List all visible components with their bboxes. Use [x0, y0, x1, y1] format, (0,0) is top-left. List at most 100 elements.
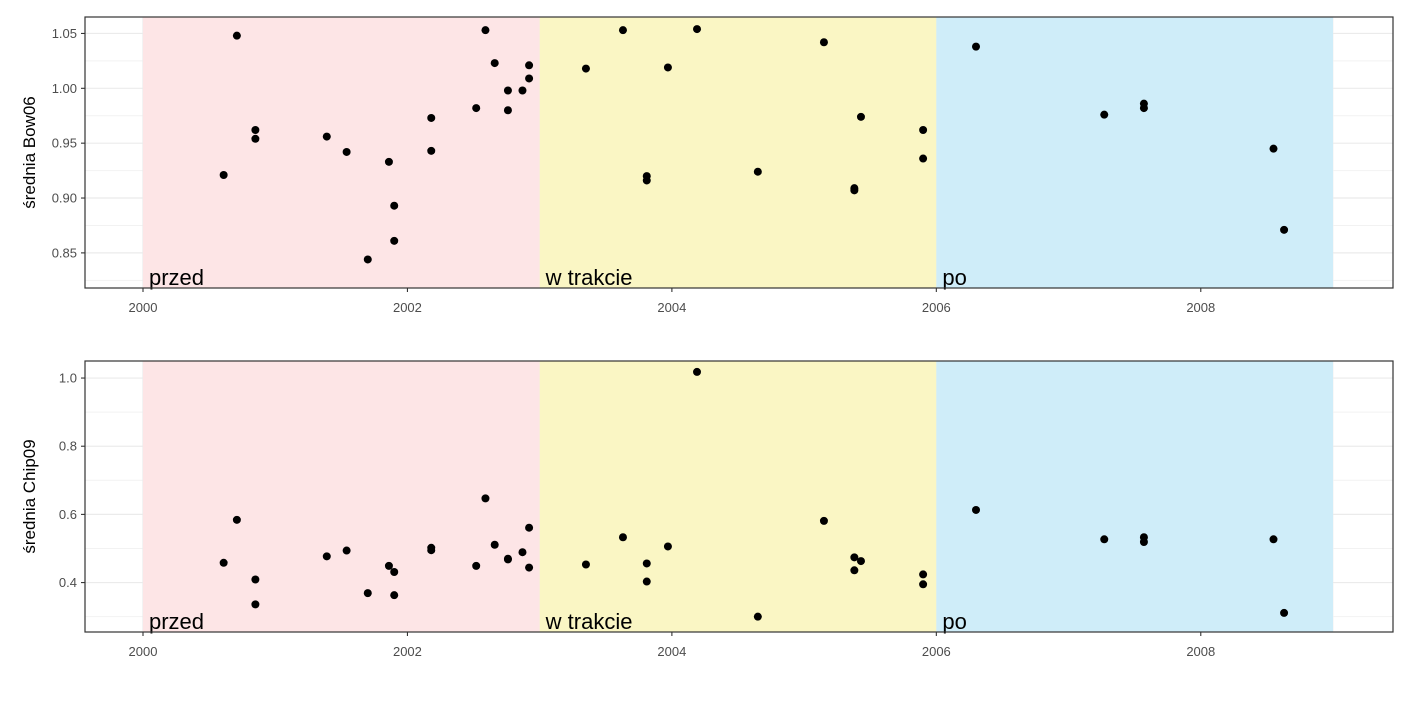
y-tick-label: 1.00: [52, 81, 77, 96]
data-point: [693, 25, 702, 34]
data-point: [427, 546, 436, 555]
data-point: [390, 201, 399, 210]
data-point: [618, 26, 627, 35]
x-tick-label: 2002: [393, 644, 422, 659]
data-point: [503, 86, 512, 95]
data-point: [490, 540, 499, 549]
data-point: [1280, 225, 1289, 234]
y-tick-label: 0.90: [52, 191, 77, 206]
data-point: [384, 561, 393, 570]
x-tick-label: 2000: [129, 644, 158, 659]
data-point: [1139, 104, 1148, 113]
data-point: [1100, 110, 1109, 119]
period-label: po: [942, 265, 966, 290]
data-point: [427, 113, 436, 122]
data-point: [1269, 144, 1278, 153]
data-point: [503, 555, 512, 564]
data-point: [251, 126, 260, 135]
data-point: [525, 563, 534, 572]
data-point: [251, 575, 260, 584]
data-point: [518, 86, 527, 95]
y-tick-label: 0.6: [59, 507, 77, 522]
data-point: [219, 170, 228, 179]
data-point: [972, 42, 980, 51]
period-region-2: [539, 17, 937, 288]
x-tick-label: 2008: [1186, 644, 1215, 659]
data-point: [856, 112, 865, 121]
period-region-3: [936, 361, 1333, 632]
data-point: [472, 561, 481, 570]
data-point: [753, 612, 762, 621]
data-point: [251, 134, 260, 143]
data-point: [919, 570, 928, 579]
data-point: [642, 176, 651, 185]
x-tick-label: 2004: [657, 300, 686, 315]
data-point: [322, 132, 331, 141]
period-region-3: [936, 17, 1333, 288]
data-point: [490, 59, 499, 68]
x-tick-label: 2006: [922, 644, 951, 659]
data-point: [663, 63, 672, 72]
data-point: [232, 31, 241, 40]
data-point: [850, 553, 859, 562]
data-point: [850, 186, 859, 195]
data-point: [518, 548, 527, 557]
y-tick-label: 0.8: [59, 439, 77, 454]
y-tick-label: 0.95: [52, 136, 77, 151]
data-point: [919, 154, 928, 163]
period-label: po: [942, 609, 966, 634]
data-point: [581, 64, 590, 73]
period-label: przed: [149, 609, 204, 634]
data-point: [663, 542, 672, 551]
period-region-2: [539, 361, 937, 632]
data-point: [342, 546, 351, 555]
data-point: [856, 557, 865, 566]
data-point: [1139, 538, 1148, 547]
data-point: [481, 26, 490, 35]
x-tick-label: 2000: [129, 300, 158, 315]
data-point: [342, 147, 351, 156]
panel-border: [84, 360, 1394, 633]
data-point: [322, 552, 331, 561]
data-point: [693, 367, 702, 376]
data-point: [232, 515, 241, 524]
panel-border: [84, 16, 1394, 289]
period-label: w trakcie: [545, 265, 633, 290]
y-tick-label: 0.4: [59, 575, 77, 590]
y-tick-label: 1.0: [59, 371, 77, 386]
data-point: [642, 577, 651, 586]
period-region-1: [143, 361, 540, 632]
period-region-1: [143, 17, 540, 288]
data-point: [363, 589, 372, 598]
data-point: [819, 516, 828, 525]
y-tick-label: 1.05: [52, 26, 77, 41]
x-tick-label: 2002: [393, 300, 422, 315]
y-axis-title: średnia Bow06: [20, 96, 39, 208]
data-point: [919, 580, 928, 589]
x-tick-label: 2004: [657, 644, 686, 659]
data-point: [481, 494, 490, 503]
data-point: [251, 600, 260, 609]
chart-panel-2: przed w trakcie po 0.4 0.6 0.8 1.0 2000 2002 2004…: [20, 360, 1394, 659]
y-axis-title: średnia Chip09: [20, 439, 39, 553]
data-point: [503, 106, 512, 115]
data-point: [1280, 608, 1289, 617]
data-point: [525, 523, 534, 532]
data-point: [384, 157, 393, 166]
chart-panel-1: przed w trakcie po 0.85 0.90 0.95 1.00 1.05 2000…: [20, 16, 1394, 315]
data-point: [427, 146, 436, 155]
x-tick-label: 2006: [922, 300, 951, 315]
data-point: [363, 255, 372, 264]
data-point: [525, 61, 534, 70]
data-point: [581, 560, 590, 569]
data-point: [850, 566, 859, 575]
data-point: [472, 104, 481, 113]
data-point: [753, 167, 762, 176]
data-point: [1269, 535, 1278, 544]
data-point: [642, 559, 651, 568]
data-point: [618, 533, 627, 542]
data-point: [1100, 535, 1109, 544]
x-tick-label: 2008: [1186, 300, 1215, 315]
data-point: [390, 568, 399, 577]
